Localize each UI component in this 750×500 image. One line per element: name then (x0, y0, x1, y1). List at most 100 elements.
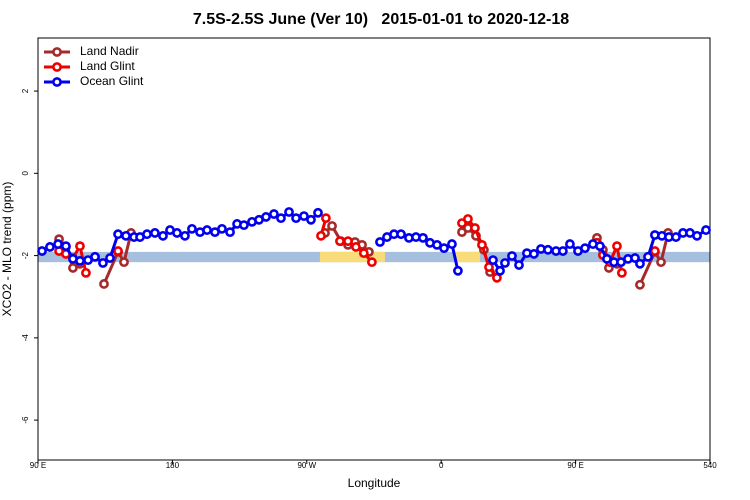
data-point (656, 257, 666, 268)
data-point (291, 213, 301, 224)
data-point (367, 257, 377, 268)
y-tick-label: 0 (21, 171, 30, 176)
data-point (239, 220, 249, 231)
data-point (630, 253, 640, 263)
data-point (701, 225, 711, 235)
chart-title: 7.5S-2.5S June (Ver 10) 2015-01-01 to 20… (193, 11, 569, 28)
data-point (299, 211, 309, 221)
data-point (180, 230, 190, 241)
data-point (261, 212, 271, 222)
data-point (98, 258, 108, 268)
y-axis-label: XCO2 - MLO trend (ppm) (0, 182, 14, 317)
data-point (53, 239, 63, 249)
data-point (643, 251, 653, 262)
data-point (113, 246, 123, 256)
y-tick-label: 2 (21, 88, 30, 93)
data-point (321, 213, 331, 224)
plot-frame (37, 37, 711, 461)
data-point (269, 209, 279, 219)
data-point (358, 248, 369, 259)
data-point (439, 243, 449, 254)
data-point (150, 228, 160, 238)
data-point (500, 258, 510, 268)
x-axis-label: Longitude (348, 476, 401, 490)
data-point (142, 229, 152, 240)
data-point (558, 246, 568, 256)
data-point (375, 237, 385, 247)
data-point (671, 232, 681, 242)
data-point (187, 223, 197, 234)
highlight-band (454, 251, 481, 263)
data-point (45, 242, 55, 252)
data-point (453, 265, 463, 276)
y-tick-label: -2 (21, 251, 30, 259)
data-point (225, 227, 235, 238)
data-point (463, 214, 473, 224)
data-point (343, 236, 353, 247)
data-point (202, 225, 212, 235)
data-point (543, 244, 553, 255)
y-tick-label: -6 (21, 416, 30, 424)
data-point (595, 241, 605, 252)
data-point (327, 221, 337, 231)
data-point (692, 230, 702, 241)
data-point (580, 243, 590, 254)
data-point (351, 242, 361, 252)
data-point (75, 241, 85, 252)
data-point (649, 246, 660, 256)
highlight-band (319, 251, 385, 263)
data-point (119, 257, 129, 268)
legend-label: Land Nadir (80, 44, 139, 58)
x-tick-label: 540 (703, 461, 717, 470)
data-point (276, 213, 286, 224)
data-point (616, 267, 627, 278)
data-point (565, 239, 575, 249)
x-tick-label: 90 E (567, 461, 583, 470)
data-point (635, 258, 645, 269)
x-tick-label: 90 W (297, 461, 316, 470)
data-point (514, 260, 524, 270)
y-tick-label: -4 (21, 334, 30, 342)
data-point (105, 253, 115, 263)
data-point (172, 228, 182, 238)
data-point (635, 279, 645, 290)
data-point (113, 229, 123, 240)
data-point (306, 214, 316, 225)
data-point (75, 256, 85, 266)
legend-marker (52, 77, 62, 87)
data-point (121, 230, 131, 241)
legend-label: Land Glint (80, 59, 135, 73)
data-point (284, 207, 294, 217)
data-point (335, 236, 345, 247)
legend-label: Ocean Glint (80, 74, 144, 88)
data-point (99, 279, 109, 289)
legend-marker (52, 47, 62, 57)
data-point (470, 223, 480, 233)
data-point (529, 249, 539, 259)
data-point (313, 207, 323, 218)
x-tick-label: 180 (166, 461, 180, 470)
data-point (316, 230, 326, 241)
data-point (495, 265, 505, 276)
data-point (61, 241, 71, 252)
data-point (612, 241, 622, 252)
data-point (68, 263, 78, 273)
data-point (396, 229, 406, 240)
data-point (158, 230, 168, 241)
data-point (477, 239, 487, 250)
x-tick-label: 0 (439, 461, 444, 470)
data-point (484, 262, 494, 272)
data-point (37, 246, 47, 256)
legend-marker (52, 62, 62, 72)
data-point (90, 251, 100, 262)
data-point (488, 255, 498, 266)
data-point (217, 223, 227, 234)
data-point (507, 251, 517, 261)
data-point (418, 232, 428, 243)
series (37, 207, 711, 276)
data-point (447, 239, 457, 249)
data-point (81, 267, 91, 278)
x-tick-label: 90 E (30, 461, 46, 470)
